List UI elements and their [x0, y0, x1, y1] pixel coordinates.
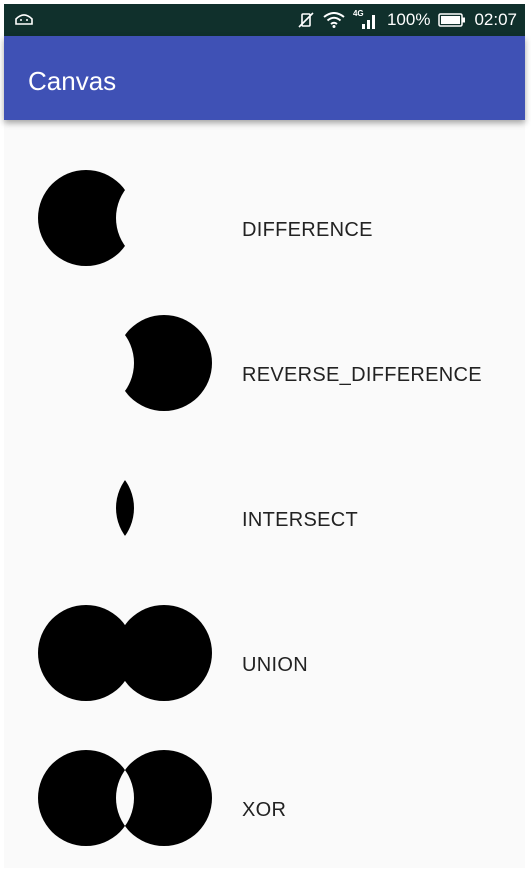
app-bar: Canvas: [4, 36, 525, 120]
union-shape: [38, 605, 212, 701]
region-op-list: DIFFERENCE REVERSE_DIFFERENCE INTERSECT: [4, 120, 525, 868]
op-label: DIFFERENCE: [242, 219, 373, 241]
android-notification-icon: [14, 12, 34, 31]
network-type-label: 4G: [352, 9, 364, 18]
op-row-difference: DIFFERENCE: [4, 163, 525, 303]
op-label: UNION: [242, 654, 308, 676]
battery-percent: 100%: [386, 10, 431, 29]
status-bar: 4G 100% 02:07: [4, 4, 525, 36]
op-row-intersect: INTERSECT: [4, 453, 525, 593]
op-row-xor: XOR: [4, 743, 525, 883]
op-row-reverse-difference: REVERSE_DIFFERENCE: [4, 308, 525, 448]
vibrate-off-icon: [297, 11, 315, 29]
intersect-shape: [116, 460, 134, 556]
app-title: Canvas: [28, 66, 117, 96]
op-label: XOR: [242, 799, 287, 821]
battery-icon: [438, 12, 466, 28]
op-label: REVERSE_DIFFERENCE: [242, 364, 482, 386]
difference-shape: [38, 170, 134, 266]
op-row-union: UNION: [4, 598, 525, 738]
cellular-signal-icon: 4G: [353, 9, 379, 31]
wifi-icon: [323, 12, 345, 28]
clock: 02:07: [474, 10, 517, 29]
xor-shape: [38, 750, 212, 846]
reverse-difference-shape: [116, 315, 212, 411]
op-label: INTERSECT: [242, 509, 359, 531]
